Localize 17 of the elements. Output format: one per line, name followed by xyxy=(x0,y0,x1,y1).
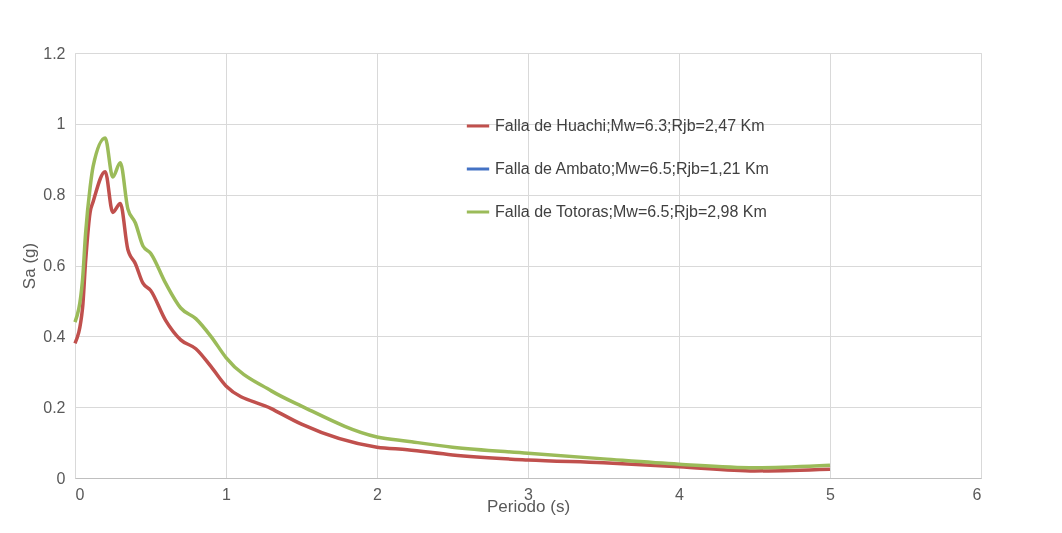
y-tick-label: 0.6 xyxy=(43,257,66,274)
y-tick-label: 0 xyxy=(56,469,66,487)
x-tick-label: 4 xyxy=(675,485,685,503)
x-tick-label: 0 xyxy=(75,485,85,503)
x-tick-label: 2 xyxy=(373,485,383,503)
x-tick-label: 1 xyxy=(222,485,232,503)
legend-label: Falla de Totoras;Mw=6.5;Rjb=2,98 Km xyxy=(495,203,767,220)
y-axis-title: Sa (g) xyxy=(20,242,40,290)
y-tick-label: 1 xyxy=(56,115,66,133)
legend-label: Falla de Ambato;Mw=6.5;Rjb=1,21 Km xyxy=(495,160,769,177)
x-tick-label: 6 xyxy=(972,485,982,503)
y-tick-label: 0.2 xyxy=(43,398,66,416)
y-tick-label: 1.2 xyxy=(43,44,66,62)
legend-label: Falla de Huachi;Mw=6.3;Rjb=2,47 Km xyxy=(495,117,765,134)
y-tick-label: 0.8 xyxy=(43,186,66,204)
y-tick-label: 0.4 xyxy=(43,327,66,345)
x-tick-label: 5 xyxy=(826,485,836,503)
